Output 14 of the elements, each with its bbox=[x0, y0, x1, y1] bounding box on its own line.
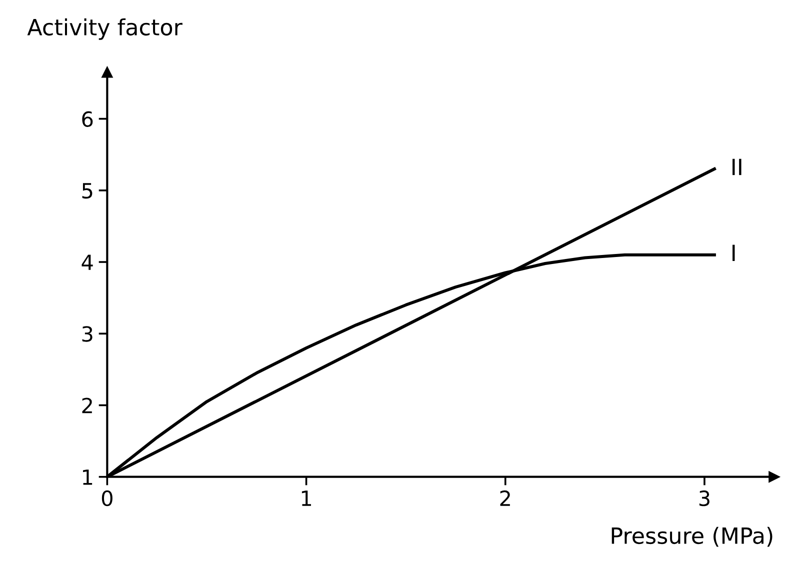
x-tick-label: 0 bbox=[102, 490, 112, 506]
y-tick-label: 1 bbox=[83, 470, 92, 485]
y-tick-label: 4 bbox=[82, 254, 93, 270]
series-label: I bbox=[732, 244, 735, 261]
y-tick-label: 6 bbox=[82, 111, 93, 128]
y-tick-label: 3 bbox=[82, 326, 92, 342]
x-axis-title: Pressure (MPa) bbox=[612, 526, 772, 547]
y-tick-label: 2 bbox=[82, 398, 92, 414]
x-tick-label: 3 bbox=[699, 490, 710, 506]
y-axis-title: Activity factor bbox=[27, 18, 182, 40]
series-label: II bbox=[732, 158, 742, 176]
y-tick-label: 5 bbox=[82, 183, 92, 199]
x-tick-label: 1 bbox=[302, 490, 311, 506]
x-tick-label: 2 bbox=[500, 490, 510, 506]
